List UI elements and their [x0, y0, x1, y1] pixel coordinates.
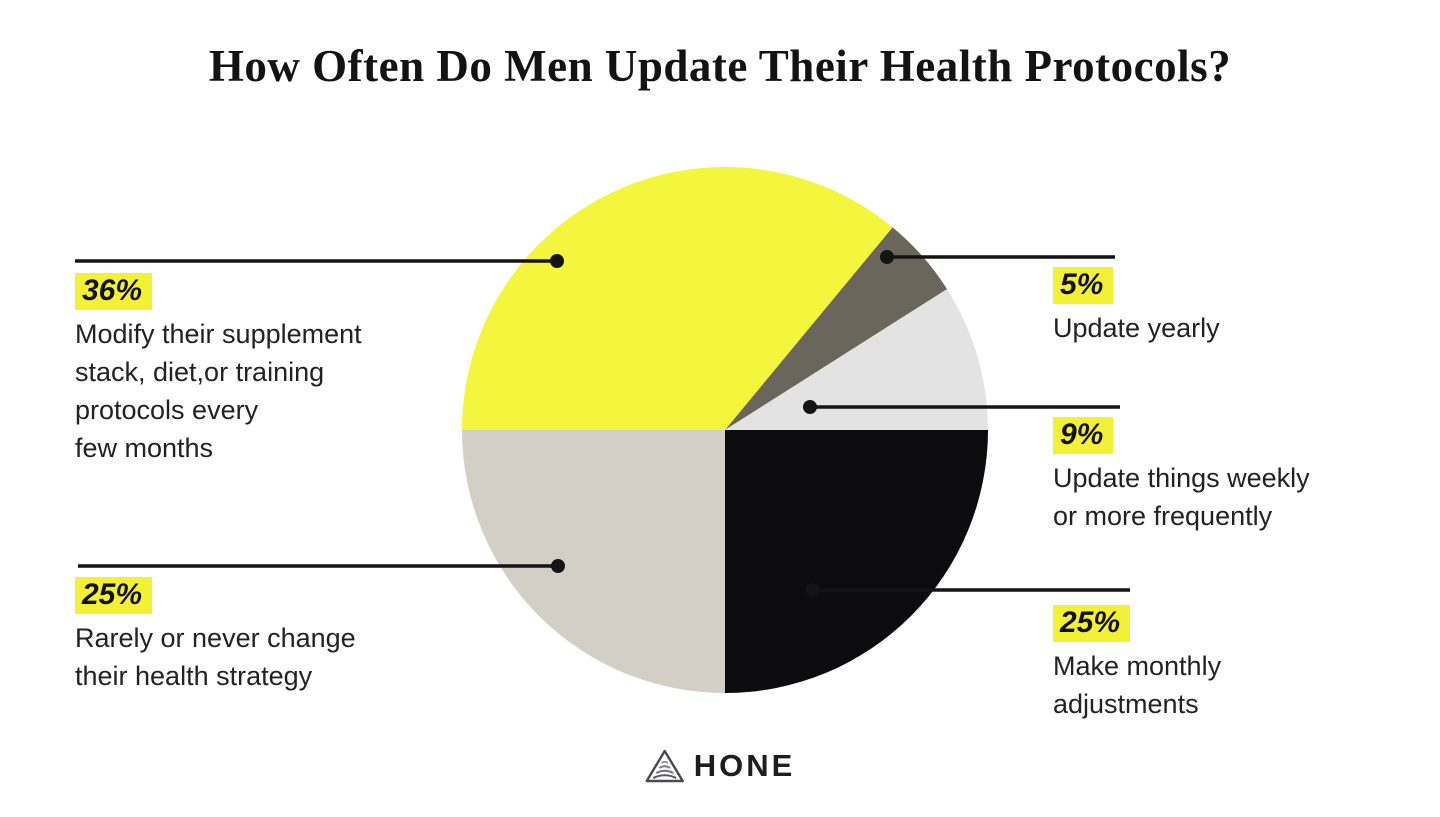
callout-25pct-left-badge: 25% — [75, 577, 153, 614]
chart-title: How Often Do Men Update Their Health Pro… — [208, 41, 1232, 91]
pie-slice-36pct — [462, 167, 893, 430]
callout-5pct-text: Update yearly — [1053, 313, 1220, 343]
callout-dot — [880, 250, 894, 264]
callout-dot — [806, 583, 820, 597]
callout-5pct-badge: 5% — [1053, 267, 1114, 304]
callout-25pct-right-text: Make monthly adjustments — [1053, 651, 1222, 719]
callout-25pct-left-text: Rarely or never change their health stra… — [75, 623, 356, 691]
callout-dot — [551, 559, 565, 573]
hone-logo: HONE — [645, 748, 796, 784]
callout-36pct-text: Modify their supplement stack, diet,or t… — [75, 319, 362, 463]
callout-dot — [803, 400, 817, 414]
callout-9pct-text: Update things weekly or more frequently — [1053, 463, 1310, 531]
callout-25pct-left: 25% Rarely or never change their health … — [75, 576, 356, 695]
hone-logo-text: HONE — [693, 748, 796, 783]
callout-25pct-right: 25% Make monthly adjustments — [1053, 604, 1221, 723]
callout-5pct: 5% Update yearly — [1053, 266, 1220, 347]
callout-36pct-badge: 36% — [75, 273, 153, 310]
hone-triangle-icon — [645, 749, 684, 783]
pie-slice-25pct — [725, 430, 988, 693]
pie-slice-5pct — [725, 227, 948, 430]
pie-slice-9pct — [725, 289, 988, 430]
callout-9pct-badge: 9% — [1053, 417, 1114, 454]
callout-36pct: 36% Modify their supplement stack, diet,… — [75, 272, 362, 467]
callout-25pct-right-badge: 25% — [1053, 605, 1131, 642]
callout-9pct: 9% Update things weekly or more frequent… — [1053, 416, 1310, 535]
pie-slice-25pct — [462, 430, 725, 693]
callout-dot — [550, 254, 564, 268]
